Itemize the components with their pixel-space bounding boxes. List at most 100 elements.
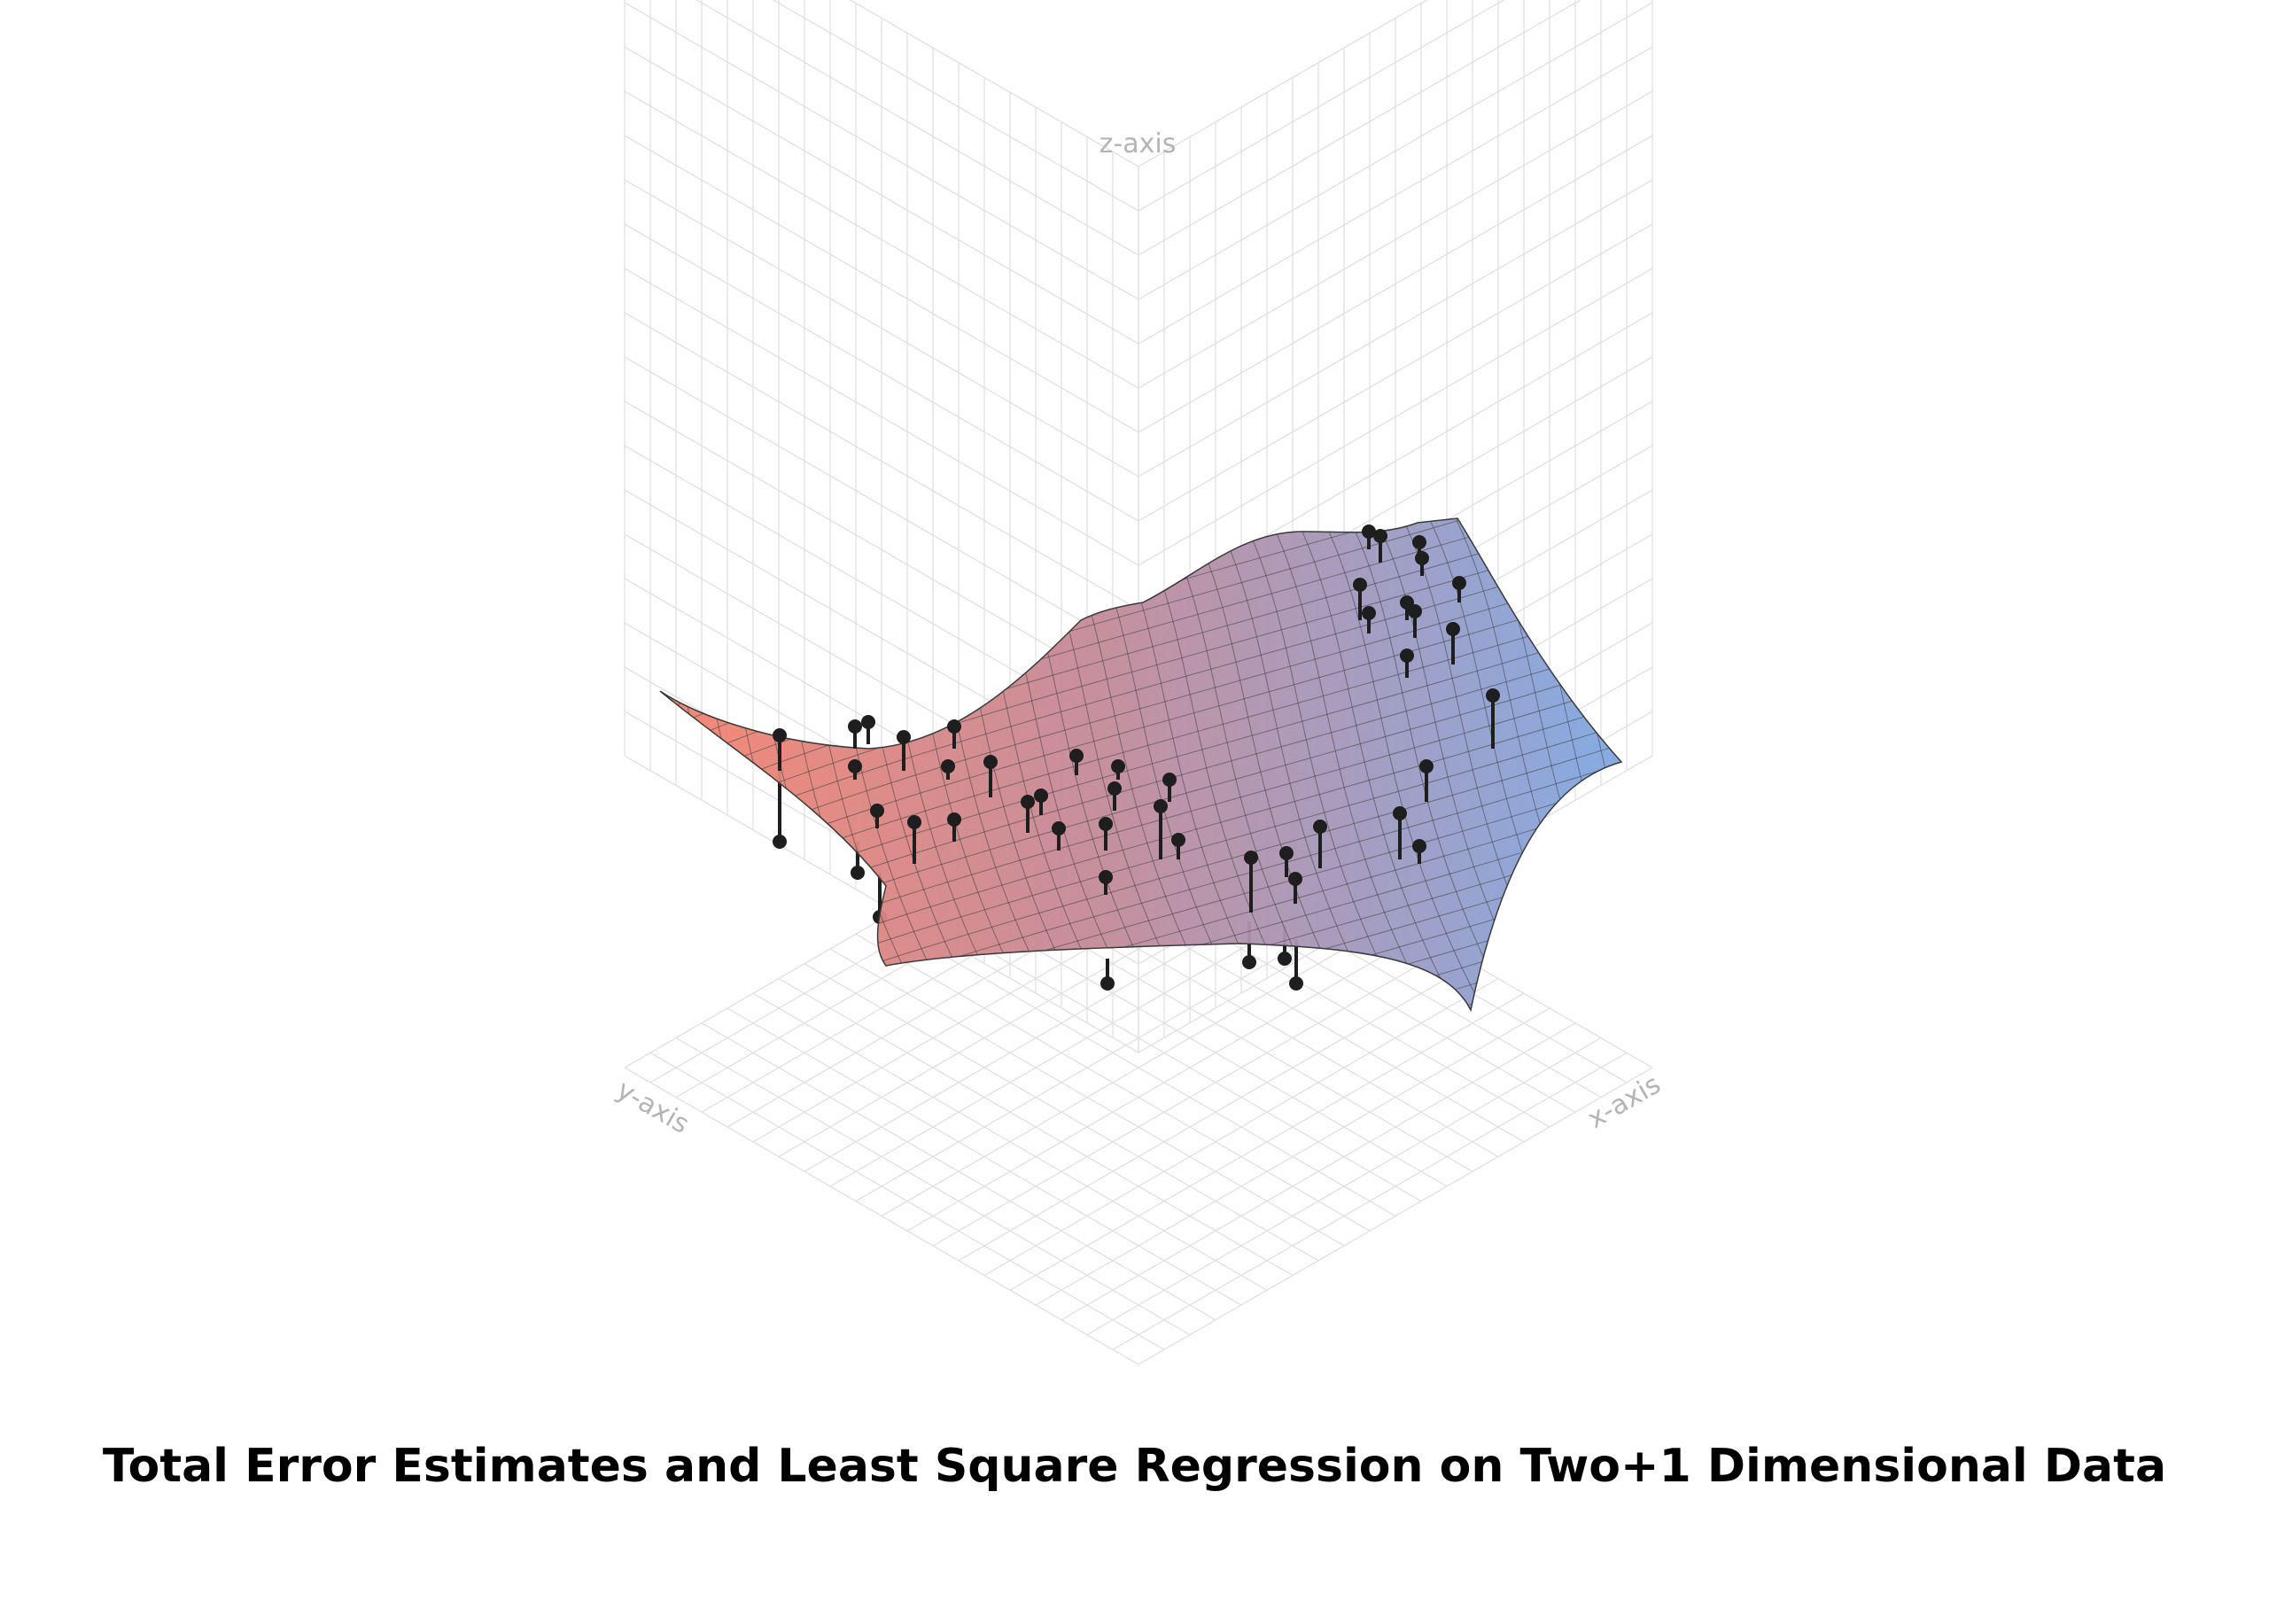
data-point: [983, 755, 998, 769]
mesh-line: [301, 496, 478, 1019]
grid-line: [849, 0, 1139, 167]
mesh-line: [1630, 496, 1807, 1019]
data-point: [1313, 820, 1327, 834]
grid-line: [624, 2, 1139, 300]
grid-line: [624, 268, 1139, 566]
data-point: [1107, 781, 1122, 796]
mesh-line: [275, 496, 452, 1019]
mesh-line: [660, 518, 665, 1010]
data-point: [1111, 759, 1125, 773]
mesh-line: [168, 496, 346, 1019]
data-point: [947, 812, 961, 827]
mesh-line: [1204, 518, 1383, 1010]
data-point: [1244, 851, 1258, 865]
data-point: [851, 866, 865, 880]
data-point: [1362, 524, 1376, 539]
mesh-line: [620, 1095, 1683, 1432]
grid-line: [624, 46, 1139, 345]
mesh-line: [89, 496, 266, 1019]
mesh-line: [660, 743, 1621, 1010]
data-point: [1362, 606, 1376, 620]
mesh-line: [221, 496, 399, 1019]
data-point: [1278, 952, 1292, 966]
data-point: [1171, 833, 1185, 847]
data-point: [1034, 789, 1048, 803]
grid-line: [1138, 0, 1505, 212]
data-point: [1069, 749, 1084, 763]
mesh-line: [660, 977, 1621, 1010]
mesh-line: [1231, 518, 1410, 1010]
data-point: [941, 759, 955, 773]
data-point: [861, 715, 875, 729]
mesh-line: [660, 919, 1621, 1010]
data-point: [1288, 872, 1302, 886]
grid-line: [1138, 268, 1653, 566]
mesh-line: [620, 1134, 1683, 1471]
data-point: [1412, 839, 1426, 853]
grid-line: [1138, 0, 1581, 256]
grid-line: [624, 179, 1139, 478]
data-point: [1021, 795, 1035, 809]
regression-surface: [89, 496, 1861, 1471]
mesh-line: [461, 496, 638, 1019]
data-point: [870, 804, 884, 818]
grid-line: [1138, 0, 1428, 167]
mesh-line: [1310, 518, 1489, 1010]
grid-line: [1138, 179, 1653, 478]
grid-line: [624, 135, 1139, 433]
data-point: [1408, 604, 1422, 618]
data-point: [1242, 955, 1256, 969]
data-point: [1452, 576, 1466, 590]
data-point: [1289, 976, 1303, 991]
data-point: [1486, 688, 1500, 703]
mesh-line: [620, 1037, 1683, 1373]
figure-caption: Total Error Estimates and Least Square R…: [102, 1440, 2167, 1493]
grid-line: [1138, 223, 1653, 522]
mesh-line: [1257, 518, 1436, 1010]
mesh-line: [660, 841, 1621, 1010]
data-point: [1400, 649, 1414, 663]
mesh-line: [1337, 518, 1516, 1010]
data-point: [1100, 976, 1115, 991]
mesh-line: [1683, 496, 1861, 1019]
mesh-line: [660, 518, 1621, 789]
residual-stems-front: [773, 524, 1500, 913]
mesh-line: [660, 938, 1621, 1010]
mesh-line: [660, 860, 1621, 1010]
grid-line: [1138, 2, 1653, 300]
mesh-line: [115, 496, 292, 1019]
data-point: [1412, 535, 1426, 549]
mesh-line: [1657, 496, 1834, 1019]
mesh-line: [660, 518, 719, 1010]
mesh-line: [1284, 518, 1463, 1010]
grid-line: [624, 90, 1139, 389]
mesh-line: [195, 496, 372, 1019]
data-point: [773, 728, 787, 742]
mesh-line: [660, 518, 692, 1010]
data-point: [1446, 622, 1460, 636]
grid-line: [695, 0, 1139, 256]
data-point: [1154, 799, 1168, 813]
mesh-line: [660, 997, 1621, 1010]
data-point: [1415, 551, 1429, 565]
data-point: [1099, 817, 1113, 831]
data-point: [1279, 846, 1294, 860]
grid-line: [1138, 90, 1653, 389]
grid-line: [772, 0, 1139, 212]
mesh-line: [660, 518, 772, 1010]
grid-line: [624, 223, 1139, 522]
mesh-line: [142, 496, 319, 1019]
grid-line: [881, 918, 1396, 1217]
mesh-line: [434, 496, 611, 1019]
data-point: [1393, 806, 1407, 820]
grid-line: [1138, 46, 1653, 345]
mesh-line: [354, 496, 532, 1019]
data-point: [1162, 773, 1177, 787]
mesh-line: [660, 518, 745, 1010]
data-point: [773, 835, 787, 849]
data-point: [947, 719, 961, 734]
mesh-line: [1603, 518, 1621, 1010]
mesh-line: [660, 763, 1621, 1010]
